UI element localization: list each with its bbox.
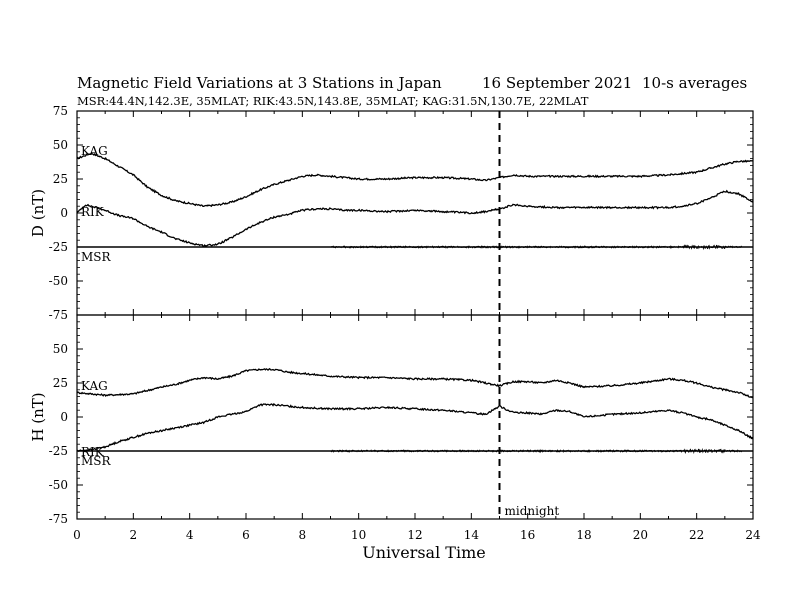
y-tick-label: 25 (53, 172, 68, 186)
y-tick-label: -75 (49, 512, 68, 526)
x-tick-label: 16 (520, 528, 535, 542)
x-tick-label: 4 (186, 528, 194, 542)
series-layer (76, 151, 754, 455)
x-tick-label: 20 (633, 528, 648, 542)
x-tick-label: 0 (73, 528, 81, 542)
y-tick-label: 50 (53, 138, 68, 152)
x-tick-label: 14 (464, 528, 480, 542)
series-noise-d-msr (330, 244, 742, 251)
series-line-h-kag (76, 367, 754, 399)
y-tick-label: 50 (53, 342, 68, 356)
x-axis-label: Universal Time (362, 543, 485, 562)
y-tick-label: -75 (49, 308, 68, 322)
h-panel-frame (76, 314, 754, 520)
series-line-d-rik (76, 189, 754, 248)
series-noise-h-msr (330, 447, 743, 455)
series-line-d-kag (76, 151, 754, 208)
y-tick-label: 75 (53, 104, 68, 118)
y-tick-label: -50 (49, 478, 68, 492)
y-tick-label: -25 (49, 240, 68, 254)
x-tick-label: 12 (407, 528, 422, 542)
chart-averaging: 10-s averages (642, 74, 747, 92)
chart-date: 16 September 2021 (482, 74, 632, 92)
h-panel-ylabel: H (nT) (29, 392, 47, 441)
y-tick-label: 25 (53, 376, 68, 390)
series-label-d-msr: MSR (81, 250, 112, 264)
series-label-h-kag: KAG (81, 379, 108, 393)
y-tick-label: -50 (49, 274, 68, 288)
x-tick-label: 24 (745, 528, 761, 542)
station-info: MSR:44.4N,142.3E, 35MLAT; RIK:43.5N,143.… (77, 94, 589, 108)
y-tick-label: 0 (60, 410, 68, 424)
series-label-d-rik: RIK (81, 205, 105, 219)
x-tick-label: 10 (351, 528, 366, 542)
y-tick-label: 0 (60, 206, 68, 220)
series-label-d-kag: KAG (81, 144, 108, 158)
d-panel-frame (76, 110, 754, 316)
midnight-label: midnight (505, 504, 560, 518)
chart-title: Magnetic Field Variations at 3 Stations … (77, 74, 442, 92)
d-panel-ylabel: D (nT) (29, 189, 47, 237)
series-line-h-rik (76, 402, 754, 452)
x-tick-label: 6 (242, 528, 250, 542)
x-tick-label: 18 (576, 528, 591, 542)
x-tick-label: 8 (299, 528, 307, 542)
series-label-h-rik: RIK (81, 445, 105, 459)
series-label-h-msr: MSR (81, 454, 112, 468)
x-tick-label: 2 (130, 528, 138, 542)
y-tick-label: -25 (49, 444, 68, 458)
x-tick-label: 22 (689, 528, 704, 542)
